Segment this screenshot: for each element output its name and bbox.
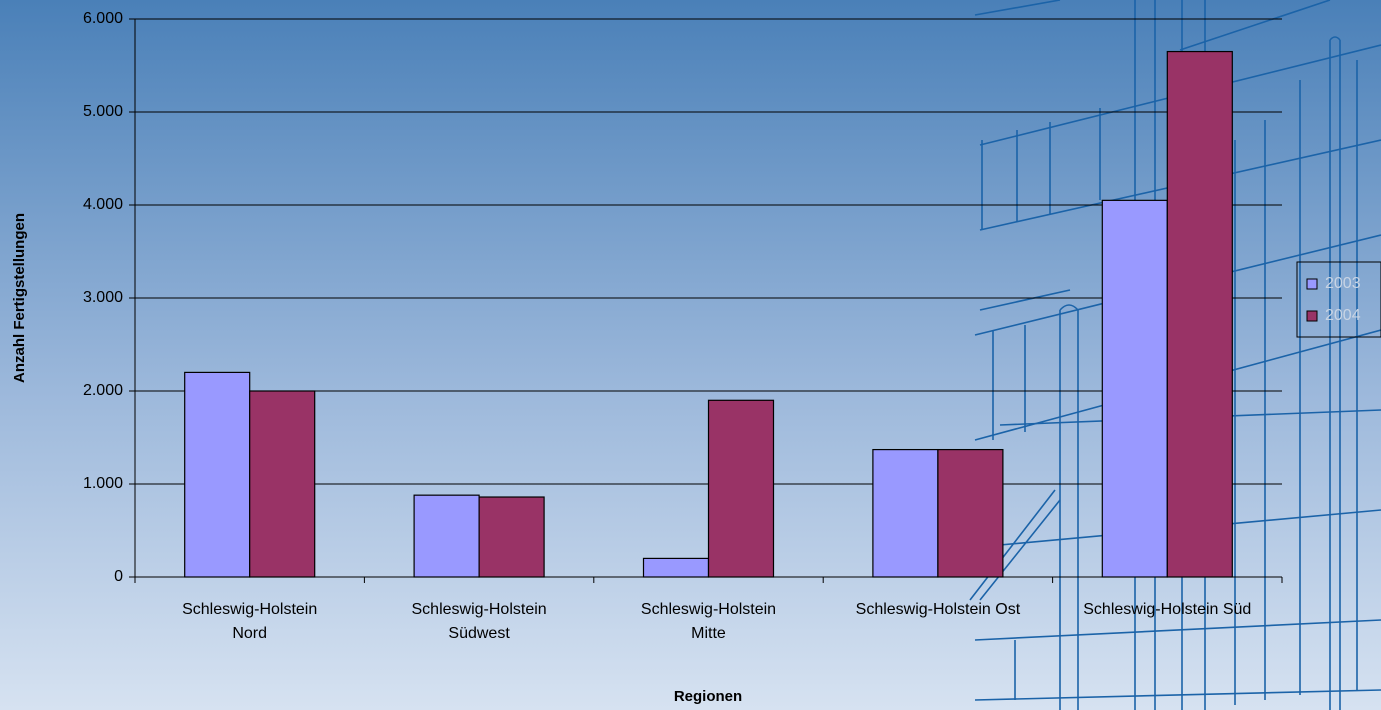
- legend-swatch: [1306, 278, 1318, 290]
- bar: [413, 494, 480, 578]
- x-tick-label: Schleswig-Holstein Südwest: [411, 601, 547, 642]
- x-tick-label: Schleswig-Holstein Mitte: [640, 601, 777, 642]
- y-tick-label: 2.000: [83, 382, 123, 399]
- legend-box: [1296, 261, 1381, 338]
- bar: [184, 371, 251, 578]
- bar: [642, 557, 710, 578]
- y-axis-title: Anzahl Fertigstellungen: [11, 213, 28, 383]
- y-tick-label: 1.000: [83, 475, 123, 492]
- bar: [707, 399, 775, 578]
- bar: [1101, 199, 1168, 578]
- background-building: [969, 0, 1381, 710]
- bar: [249, 390, 316, 578]
- y-tick-label: 5.000: [83, 103, 123, 120]
- y-tick-label: 4.000: [83, 196, 123, 213]
- legend-label: 2004: [1325, 307, 1361, 324]
- x-axis-title: Regionen: [674, 688, 742, 705]
- bar: [872, 448, 939, 578]
- y-tick-label: 0: [114, 568, 123, 585]
- bar: [1166, 50, 1233, 578]
- y-tick-label: 6.000: [83, 10, 123, 27]
- legend-label: 2003: [1325, 275, 1361, 292]
- x-tick-label: Schleswig-Holstein Nord: [182, 601, 318, 642]
- bar: [937, 448, 1004, 578]
- legend-swatch: [1306, 310, 1318, 322]
- x-tick-label: Schleswig-Holstein Süd: [1083, 601, 1252, 618]
- x-tick-label: Schleswig-Holstein Ost: [855, 601, 1021, 618]
- bar: [478, 496, 545, 578]
- y-tick-label: 3.000: [83, 289, 123, 306]
